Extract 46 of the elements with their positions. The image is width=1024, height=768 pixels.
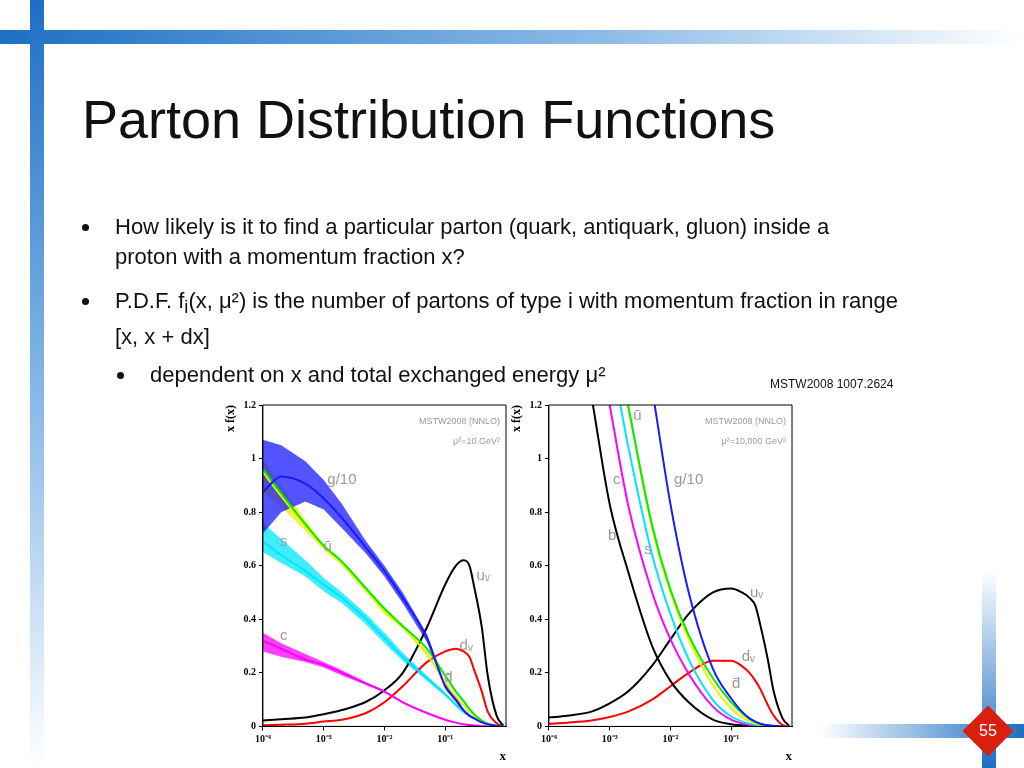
annotation: MSTW2008 (NNLO) [418, 415, 500, 426]
y-tick-label: 1.2 [243, 398, 256, 410]
series-label: ū [633, 406, 642, 424]
x-axis-title: x [499, 747, 507, 763]
text: 55 [979, 722, 997, 739]
y-tick-label: 0.6 [529, 559, 542, 571]
y-tick-label: 0.4 [529, 612, 542, 624]
y-tick-label: 0.6 [243, 559, 256, 571]
x-axis-title: x [785, 747, 793, 763]
series-label: g/10 [327, 470, 357, 488]
y-tick-label: 0.8 [529, 505, 542, 517]
series-label: b [607, 526, 617, 544]
text: How likely is it to find a particular parton (quark, antiquark, gluon) inside a proton with a momentum fraction x? [115, 214, 830, 269]
y-tick-label: 1 [250, 452, 256, 464]
text: MSTW2008 1007.2624 [770, 377, 894, 391]
y-tick-label: 0.2 [243, 666, 256, 678]
series-label: dᵥ [741, 646, 755, 664]
x-tick-label: 10⁻¹ [723, 732, 740, 744]
text: dependent on x and total exchanged energy μ² [150, 362, 606, 387]
series-label: uᵥ [749, 582, 764, 600]
y-tick-label: 0.8 [243, 505, 256, 517]
y-axis-title: x f(x) [223, 405, 238, 432]
y-axis-title: x f(x) [509, 405, 524, 432]
series-label: c [612, 470, 621, 488]
series-label: g/10 [674, 470, 704, 488]
y-tick-label: 0.4 [243, 612, 256, 624]
y-tick-label: 0 [250, 719, 256, 731]
x-tick-label: 10⁻² [376, 732, 393, 744]
series-label: uᵥ [476, 566, 490, 584]
y-tick-label: 1.2 [529, 398, 542, 410]
x-tick-label: 10⁻³ [601, 732, 618, 744]
annotation: μ²=10 GeV² [453, 435, 500, 446]
annotation: MSTW2008 (NNLO) [704, 415, 786, 426]
x-tick-label: 10⁻¹ [437, 732, 454, 744]
x-tick-label: 10⁻⁴ [540, 732, 557, 744]
y-tick-label: 0.2 [529, 666, 542, 678]
y-tick-label: 1 [536, 452, 542, 464]
x-tick-label: 10⁻⁴ [254, 732, 271, 744]
y-tick-label: 0 [536, 719, 542, 731]
text: Parton Distribution Functions [82, 88, 776, 150]
series-label: d̄ [731, 673, 741, 691]
x-tick-label: 10⁻³ [315, 732, 332, 744]
series-label: c [280, 625, 289, 643]
series-label: dᵥ [459, 636, 473, 654]
annotation: μ²=10,000 GeV² [721, 435, 786, 446]
x-tick-label: 10⁻² [662, 732, 679, 744]
